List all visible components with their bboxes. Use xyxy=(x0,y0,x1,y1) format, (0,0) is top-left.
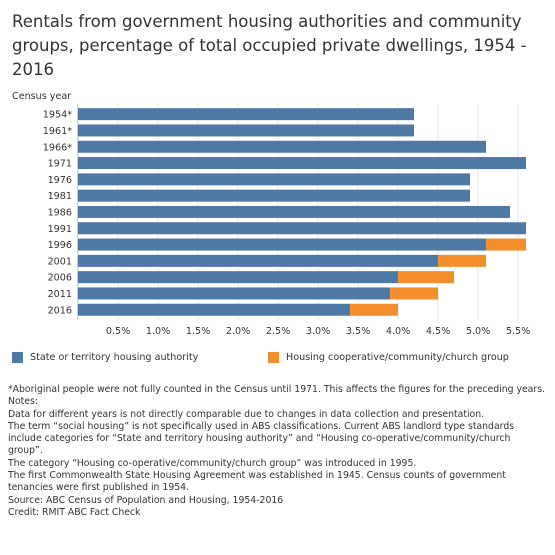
footnote: Notes: xyxy=(8,396,38,408)
x-tick-label: 5.5% xyxy=(506,326,530,337)
footnotes: *Aboriginal people were not fully counte… xyxy=(8,384,548,519)
footnote: Data for different years is not directly… xyxy=(8,408,485,420)
legend-swatch-community xyxy=(268,352,279,363)
x-tick-label: 3.0% xyxy=(306,326,330,337)
bar-state-housing xyxy=(78,222,526,235)
legend-label-state: State or territory housing authority xyxy=(30,352,199,363)
footnote: The category “Housing co-operative/commu… xyxy=(8,457,417,469)
footnote: Source: ABC Census of Population and Hou… xyxy=(8,494,284,506)
x-tick-label: 0.5% xyxy=(106,326,130,337)
bar-state-housing xyxy=(78,205,510,218)
bar-state-housing xyxy=(78,108,414,121)
category-label: 1971 xyxy=(48,159,72,170)
bar-state-housing xyxy=(78,287,390,300)
bar-chart: Census year 1954* 1961* 1966* 1971 1976 1981 19… xyxy=(12,91,530,337)
x-tick-label: 5.0% xyxy=(466,326,490,337)
category-label: 1954* xyxy=(43,110,72,121)
category-label: 2016 xyxy=(48,305,72,316)
category-label: 1981 xyxy=(48,191,72,202)
bar-community-housing xyxy=(398,271,454,284)
category-label: 1976 xyxy=(48,175,72,186)
bar-state-housing xyxy=(78,271,398,284)
bar-state-housing xyxy=(78,124,414,137)
x-tick-label: 4.0% xyxy=(386,326,410,337)
category-label: 1986 xyxy=(48,207,72,218)
bar-state-housing xyxy=(78,238,486,251)
legend-swatch-state xyxy=(12,352,23,363)
category-label: 2006 xyxy=(48,273,72,284)
category-label: 2001 xyxy=(48,256,72,267)
chart-title: Rentals from government housing authorit… xyxy=(12,12,527,79)
bar-community-housing xyxy=(438,254,486,267)
bar-state-housing xyxy=(78,254,438,267)
bar-state-housing xyxy=(78,189,470,202)
y-axis-label: Census year xyxy=(12,91,71,102)
category-label: 2011 xyxy=(48,289,72,300)
bar-state-housing xyxy=(78,303,350,316)
bar-community-housing xyxy=(390,287,438,300)
x-tick-label: 3.5% xyxy=(346,326,370,337)
category-label: 1996 xyxy=(48,240,72,251)
x-tick-label: 2.0% xyxy=(226,326,250,337)
bar-community-housing xyxy=(486,238,526,251)
bar-state-housing xyxy=(78,157,526,170)
category-label: 1961* xyxy=(43,126,72,137)
bar-state-housing xyxy=(78,173,470,186)
footnote: *Aboriginal people were not fully counte… xyxy=(8,384,545,395)
x-tick-label: 1.0% xyxy=(146,326,170,337)
footnote: The term “social housing” is not specifi… xyxy=(8,420,515,457)
footnote: Credit: RMIT ABC Fact Check xyxy=(8,506,141,518)
footnote: The first Commonwealth State Housing Agr… xyxy=(8,470,506,494)
x-tick-label: 4.5% xyxy=(426,326,450,337)
x-tick-label: 1.5% xyxy=(186,326,210,337)
legend-label-community: Housing cooperative/community/church gro… xyxy=(286,352,509,363)
legend-item-community: Housing cooperative/community/church gro… xyxy=(268,352,509,363)
bar-state-housing xyxy=(78,140,486,153)
category-label: 1966* xyxy=(43,142,72,153)
category-label: 1991 xyxy=(48,224,72,235)
legend-item-state: State or territory housing authority xyxy=(12,352,198,363)
x-tick-label: 2.5% xyxy=(266,326,290,337)
bar-community-housing xyxy=(350,303,398,316)
